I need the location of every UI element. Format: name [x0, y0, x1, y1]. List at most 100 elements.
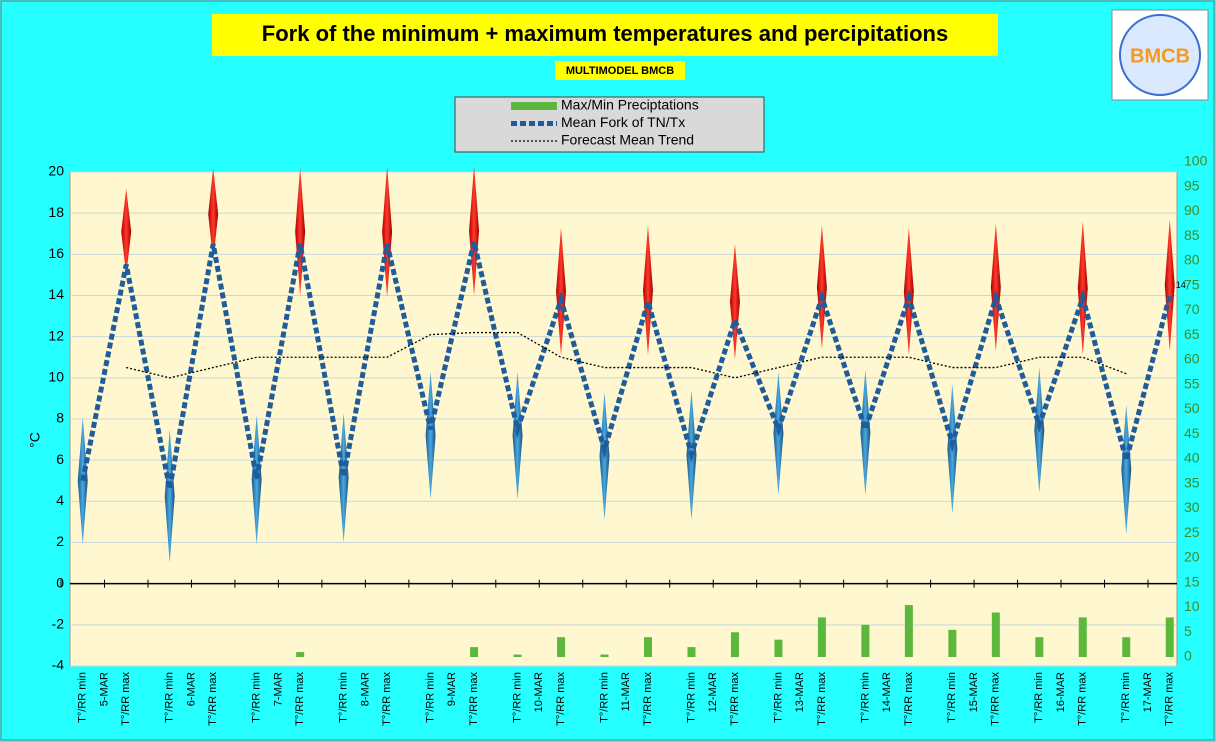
day-label: 5-MAR	[98, 672, 110, 706]
x-tick-label: T°/RR min	[859, 672, 871, 723]
y2-tick-label: 40	[1184, 450, 1200, 466]
x-tick-label: T°/RR min	[164, 672, 176, 723]
x-tick-label: T°/RR max	[381, 672, 393, 726]
day-label: 11-MAR	[620, 672, 632, 712]
title-box	[212, 14, 998, 56]
day-label: 8-MAR	[359, 672, 371, 706]
y-tick-label: 4	[56, 492, 64, 508]
x-tick-label: T°/RR min	[598, 672, 610, 723]
legend-swatch	[511, 102, 557, 110]
bar	[774, 639, 783, 657]
y2-tick-label: 100	[1184, 153, 1208, 169]
y2-tick-label: 15	[1184, 573, 1200, 589]
chart-title: Fork of the minimum + maximum temperatur…	[262, 21, 948, 46]
day-label: 16-MAR	[1055, 672, 1067, 712]
y2-tick-label: 45	[1184, 425, 1200, 441]
x-tick-label: T°/RR min	[685, 672, 697, 723]
x-tick-label: T°/RR max	[903, 672, 915, 726]
day-label: 14-MAR	[881, 672, 893, 712]
bar	[513, 654, 522, 657]
fork	[382, 165, 393, 298]
y-tick-label: -2	[52, 616, 65, 632]
y2-tick-label: 65	[1184, 326, 1200, 342]
fork	[816, 225, 827, 350]
y2-tick-label: 80	[1184, 252, 1200, 268]
bar	[730, 632, 739, 657]
x-tick-label: T°/RR min	[772, 672, 784, 723]
legend-label: Max/Min Preciptations	[561, 97, 699, 113]
y2-tick-label: 60	[1184, 351, 1200, 367]
x-tick-label: T°/RR max	[990, 672, 1002, 726]
x-tick-label: T°/RR min	[424, 672, 436, 723]
day-label: 15-MAR	[968, 672, 980, 712]
subtitle-box	[555, 61, 685, 80]
line	[80, 241, 1173, 490]
bar	[470, 647, 479, 657]
y-tick-label: 10	[48, 369, 64, 385]
day-label: 6-MAR	[185, 672, 197, 706]
day-label: 13-MAR	[794, 672, 806, 712]
fork	[121, 188, 132, 275]
day-label: 7-MAR	[272, 672, 284, 706]
y2-tick-label: 0	[1184, 648, 1192, 664]
bar	[817, 617, 826, 657]
fork	[642, 225, 653, 356]
x-tick-label: T°/RR max	[468, 672, 480, 726]
bar	[643, 637, 652, 657]
y2-tick-label: 70	[1184, 301, 1200, 317]
x-tick-label: T°/RR max	[642, 672, 654, 726]
fork	[208, 167, 219, 261]
fork	[425, 371, 436, 500]
y2-tick-label: 75	[1184, 276, 1200, 292]
y2-tick-label: 90	[1184, 202, 1200, 218]
day-label: 9-MAR	[446, 672, 458, 706]
y2-tick-label: 25	[1184, 524, 1200, 540]
y2-tick-label: 30	[1184, 499, 1200, 515]
x-tick-label: T°/RR min	[251, 672, 263, 723]
day-label: 10-MAR	[533, 672, 545, 712]
fork	[338, 412, 349, 543]
bar	[904, 605, 913, 657]
fork	[990, 223, 1001, 352]
y2-tick-label: 5	[1184, 623, 1192, 639]
y2-tick-label: 55	[1184, 375, 1200, 391]
x-tick-label: T°/RR max	[207, 672, 219, 726]
y-tick-label: 14	[48, 286, 64, 302]
x-tick-label: T°/RR max	[1077, 672, 1089, 726]
x-tick-label: T°/RR max	[729, 672, 741, 726]
subtitle: MULTIMODEL BMCB	[566, 65, 674, 77]
bar	[687, 647, 696, 657]
bar	[1078, 617, 1087, 657]
x-tick-label: T°/RR min	[77, 672, 89, 723]
fork	[729, 244, 740, 360]
bar	[861, 624, 870, 657]
x-tick-label: T°/RR min	[946, 672, 958, 723]
y-tick-label: 0	[56, 574, 64, 590]
x-tick-label: T°/RR min	[1120, 672, 1132, 723]
y-tick-label: 8	[56, 410, 64, 426]
y-tick-label: 18	[48, 204, 64, 220]
y-axis-title: °C	[27, 432, 43, 448]
y-tick-label: 2	[56, 533, 64, 549]
day-label: 12-MAR	[707, 672, 719, 712]
y-tick-label: 20	[48, 163, 64, 179]
fork	[164, 429, 175, 564]
day-label: 17-MAR	[1142, 672, 1154, 712]
y2-tick-label: 95	[1184, 177, 1200, 193]
x-tick-label: T°/RR max	[1164, 672, 1176, 726]
bar	[1165, 617, 1174, 657]
x-tick-label: T°/RR min	[1033, 672, 1045, 723]
x-tick-label: T°/RR min	[338, 672, 350, 723]
fork	[1121, 404, 1132, 535]
logo-text: BMCB	[1130, 45, 1190, 67]
y2-tick-label: 85	[1184, 227, 1200, 243]
bar	[1122, 637, 1131, 657]
fork	[251, 414, 262, 545]
y-tick-label: 12	[48, 327, 64, 343]
bar	[991, 612, 1000, 657]
value-label: 14	[1176, 280, 1186, 290]
legend	[454, 96, 765, 153]
bar	[296, 652, 305, 657]
fork	[1077, 221, 1088, 356]
